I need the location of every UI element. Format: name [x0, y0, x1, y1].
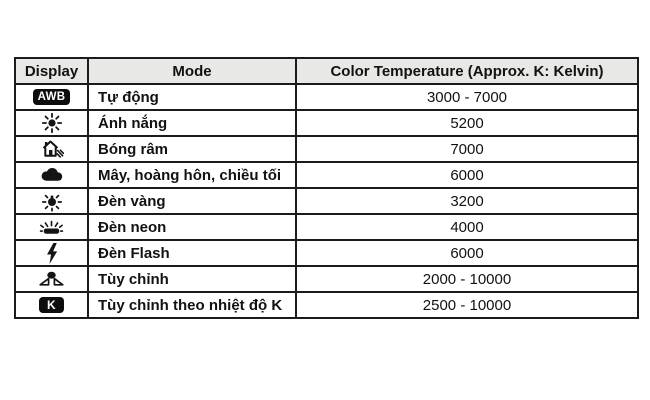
mode-cell: Đèn Flash: [87, 239, 297, 267]
table-row: Đèn Flash 6000: [14, 239, 639, 267]
mode-cell: Mây, hoàng hôn, chiều tối: [87, 161, 297, 189]
kelvin-icon: K: [39, 296, 64, 313]
table-row: Đèn neon 4000: [14, 213, 639, 241]
display-cell: K: [14, 291, 89, 319]
table-row: Ánh nắng 5200: [14, 109, 639, 137]
display-cell: [14, 109, 89, 137]
white-balance-table: Display Mode Color Temperature (Approx. …: [14, 57, 639, 319]
temperature-cell: 4000: [295, 213, 639, 241]
mode-cell: Đèn vàng: [87, 187, 297, 215]
table-row: AWB Tự động 3000 - 7000: [14, 83, 639, 111]
sun-icon: [41, 112, 63, 134]
fluorescent-icon: [39, 217, 64, 237]
mode-cell: Ánh nắng: [87, 109, 297, 137]
mode-cell: Bóng râm: [87, 135, 297, 163]
mode-cell: Tùy chỉnh: [87, 265, 297, 293]
display-cell: [14, 265, 89, 293]
column-header-temperature: Color Temperature (Approx. K: Kelvin): [295, 57, 639, 85]
temperature-cell: 3200: [295, 187, 639, 215]
display-cell: [14, 239, 89, 267]
table-body: AWB Tự động 3000 - 7000 Ánh nắng 5200 Bóng râ…: [14, 83, 639, 319]
custom-icon: [38, 270, 65, 287]
table-row: Bóng râm 7000: [14, 135, 639, 163]
temperature-cell: 2000 - 10000: [295, 265, 639, 293]
mode-cell: Tùy chỉnh theo nhiệt độ K: [87, 291, 297, 319]
display-cell: [14, 213, 89, 241]
awb-icon: AWB: [32, 88, 71, 105]
temperature-cell: 6000: [295, 161, 639, 189]
table-row: Tùy chỉnh 2000 - 10000: [14, 265, 639, 293]
mode-cell: Tự động: [87, 83, 297, 111]
temperature-cell: 5200: [295, 109, 639, 137]
mode-cell: Đèn neon: [87, 213, 297, 241]
temperature-cell: 2500 - 10000: [295, 291, 639, 319]
display-cell: AWB: [14, 83, 89, 111]
table-row: Mây, hoàng hôn, chiều tối 6000: [14, 161, 639, 189]
display-cell: [14, 161, 89, 189]
temperature-cell: 7000: [295, 135, 639, 163]
display-cell: [14, 135, 89, 163]
table-row: K Tùy chỉnh theo nhiệt độ K 2500 - 10000: [14, 291, 639, 319]
flash-icon: [45, 242, 59, 264]
temperature-cell: 3000 - 7000: [295, 83, 639, 111]
column-header-display: Display: [14, 57, 89, 85]
table-row: Đèn vàng 3200: [14, 187, 639, 215]
tungsten-icon: [41, 190, 63, 212]
shade-icon: [39, 138, 64, 160]
header-row: Display Mode Color Temperature (Approx. …: [14, 57, 639, 85]
display-cell: [14, 187, 89, 215]
column-header-mode: Mode: [87, 57, 297, 85]
cloud-icon: [38, 166, 65, 183]
temperature-cell: 6000: [295, 239, 639, 267]
